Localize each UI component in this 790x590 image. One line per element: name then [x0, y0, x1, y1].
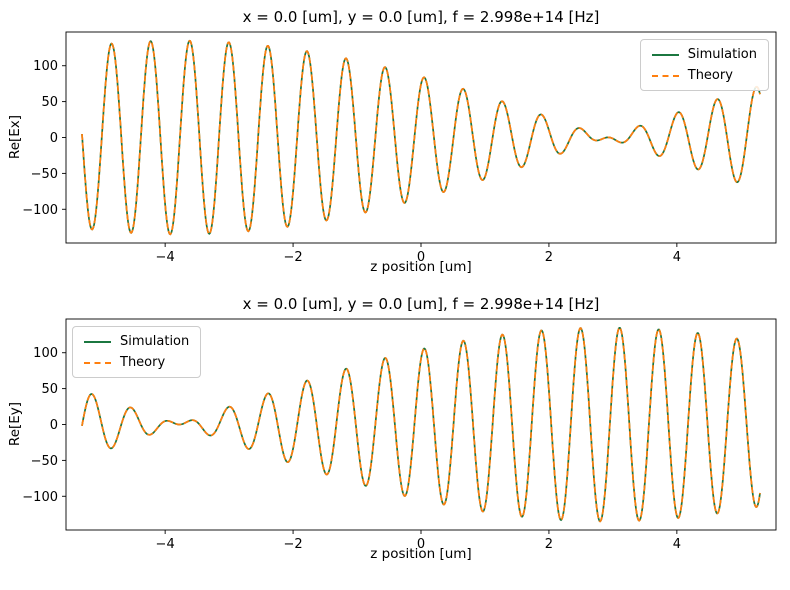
subplot2-title: x = 0.0 [um], y = 0.0 [um], f = 2.998e+1…: [242, 295, 600, 313]
y-tick-label: 0: [50, 418, 58, 433]
y-tick-label: −100: [22, 203, 58, 218]
theory-line-Ey: [81, 326, 761, 523]
subplot2-xlabel: z position [um]: [370, 546, 472, 562]
y-tick-label: 100: [33, 346, 58, 361]
y-tick-label: 0: [50, 131, 58, 146]
theory-line-sample: [84, 361, 111, 364]
simulation-line-sample: [651, 53, 679, 56]
subplot1-legend: Simulation Theory: [639, 39, 769, 91]
subplot1-xlabel: z position [um]: [370, 259, 472, 275]
y-tick-label: −50: [31, 167, 58, 182]
legend-label-theory: Theory: [120, 355, 166, 370]
x-tick-label: 2: [545, 537, 553, 552]
y-tick-label: 50: [41, 382, 58, 397]
legend-entry-simulation: Simulation: [651, 47, 757, 62]
legend-label-theory: Theory: [687, 68, 733, 83]
subplot2-ylabel: Re[Ey]: [7, 401, 23, 447]
simulation-line-sample: [84, 340, 111, 343]
x-tick-label: −2: [283, 250, 302, 265]
subplot1-title: x = 0.0 [um], y = 0.0 [um], f = 2.998e+1…: [242, 8, 600, 26]
x-tick-label: 0: [417, 250, 425, 265]
y-tick-label: 100: [33, 59, 58, 74]
x-tick-label: −4: [156, 250, 175, 265]
legend-entry-simulation: Simulation: [84, 334, 189, 349]
y-tick-label: 50: [41, 95, 58, 110]
x-tick-label: 2: [545, 250, 553, 265]
x-tick-label: 4: [673, 250, 681, 265]
y-tick-label: −100: [22, 490, 58, 505]
x-tick-label: 4: [673, 537, 681, 552]
x-tick-label: 0: [417, 537, 425, 552]
legend-entry-theory: Theory: [651, 68, 757, 83]
x-tick-label: −4: [156, 537, 175, 552]
theory-line-Ex: [81, 39, 761, 236]
theory-line-sample: [651, 74, 679, 77]
legend-label-simulation: Simulation: [687, 47, 757, 62]
y-tick-label: −50: [31, 454, 58, 469]
subplot1-ylabel: Re[Ex]: [7, 114, 23, 160]
legend-label-simulation: Simulation: [120, 334, 190, 349]
legend-entry-theory: Theory: [84, 355, 189, 370]
x-tick-label: −2: [283, 537, 302, 552]
subplot2-legend: Simulation Theory: [72, 326, 202, 378]
